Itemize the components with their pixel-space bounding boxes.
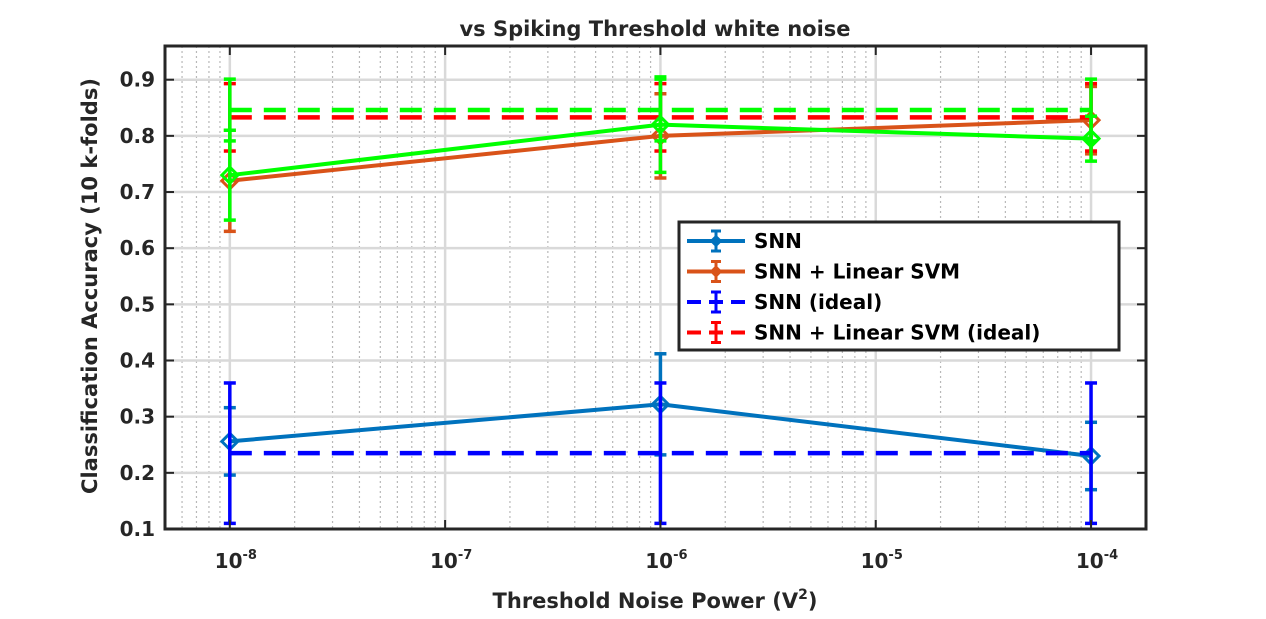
x-tick-exponent: -7 xyxy=(458,548,472,563)
y-tick-label: 0.9 xyxy=(120,68,155,92)
data-point xyxy=(1080,128,1102,149)
x-tick-exponent: -6 xyxy=(673,548,687,563)
x-axis-label-tail: ) xyxy=(808,589,818,613)
x-axis-label-main: Threshold Noise Power (V xyxy=(493,589,799,613)
axes-box xyxy=(163,44,1148,531)
legend-marker xyxy=(709,234,723,248)
legend-box xyxy=(677,220,1121,352)
x-axis-label: Threshold Noise Power (V2) xyxy=(493,587,818,613)
data-point xyxy=(219,431,240,452)
data-point xyxy=(219,170,240,191)
x-tick-base: 10 xyxy=(861,549,889,573)
x-tick-base: 10 xyxy=(1076,549,1104,573)
x-axis-label-sup: 2 xyxy=(798,587,808,603)
legend-label: SNN + Linear SVM (ideal) xyxy=(754,321,1040,345)
legend-label: SNN xyxy=(754,229,802,253)
data-point xyxy=(650,114,671,135)
y-tick-label: 0.6 xyxy=(120,236,155,260)
x-tick-label: 10-7 xyxy=(430,548,472,573)
series-layer xyxy=(219,75,1102,526)
data-point xyxy=(219,165,240,186)
y-tick-labels: 0.1 0.2 0.3 0.4 0.5 0.6 0.7 0.8 0.9 xyxy=(120,68,155,541)
x-tick-label: 10-5 xyxy=(861,548,903,573)
chart-title: vs Spiking Threshold white noise xyxy=(459,17,850,41)
legend: SNN SNN + Linear SVM SNN (ideal) SNN + Line… xyxy=(677,220,1121,352)
y-tick-label: 0.7 xyxy=(120,180,155,204)
y-axis-label: Classification Accuracy (10 k-folds) xyxy=(78,78,102,494)
y-tick-label: 0.1 xyxy=(120,517,155,541)
x-tick-label: 10-6 xyxy=(645,548,687,573)
x-tick-base: 10 xyxy=(430,549,458,573)
x-tick-labels: 10-8 10-7 10-6 10-5 10-4 xyxy=(215,548,1119,573)
series-group xyxy=(223,77,1098,143)
x-tick-base: 10 xyxy=(645,549,673,573)
x-tick-exponent: -4 xyxy=(1104,548,1118,563)
y-tick-label: 0.2 xyxy=(120,461,155,485)
data-point xyxy=(1080,445,1102,467)
y-tick-label: 0.5 xyxy=(120,292,155,316)
data-point xyxy=(650,394,671,415)
x-tick-exponent: -5 xyxy=(888,548,902,563)
legend-marker xyxy=(709,265,723,278)
y-tick-label: 0.3 xyxy=(120,405,155,429)
axes-layer xyxy=(163,44,1148,531)
y-tick-label: 0.8 xyxy=(120,124,155,148)
legend-label: SNN (ideal) xyxy=(754,290,882,314)
y-tick-label: 0.4 xyxy=(120,349,155,373)
x-tick-label: 10-4 xyxy=(1076,548,1118,573)
x-tick-exponent: -8 xyxy=(243,548,257,563)
legend-label: SNN + Linear SVM xyxy=(754,260,960,284)
x-tick-base: 10 xyxy=(215,549,243,573)
x-tick-label: 10-8 xyxy=(215,548,257,573)
